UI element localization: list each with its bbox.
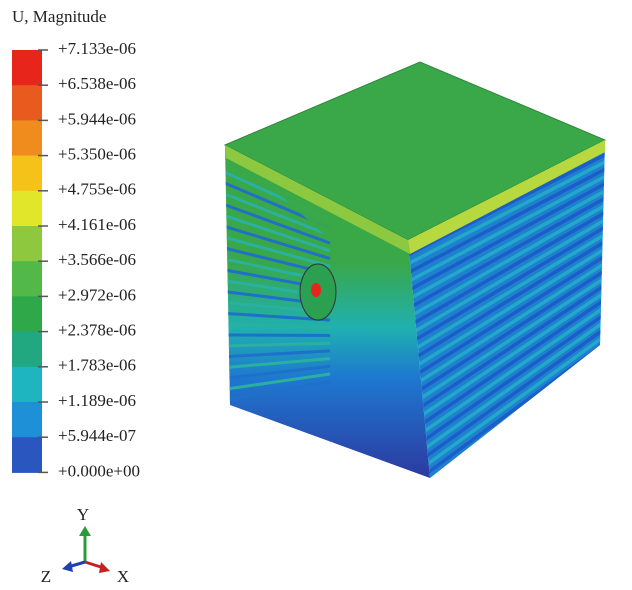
legend-swatch — [12, 332, 42, 368]
legend-swatch — [12, 191, 42, 227]
legend-swatch — [12, 296, 42, 332]
legend-label: +7.133e-06 — [58, 39, 136, 58]
triad-z-label: Z — [41, 567, 51, 586]
legend-bar — [12, 50, 42, 473]
legend-label: +2.972e-06 — [58, 285, 136, 304]
legend-labels: +7.133e-06 +6.538e-06 +5.944e-06 +5.350e-06… — [38, 39, 140, 480]
triad-z-arrow — [62, 561, 73, 572]
legend-swatch — [12, 367, 42, 403]
legend-swatch — [12, 120, 42, 156]
legend-label: +4.161e-06 — [58, 215, 136, 234]
legend-swatch — [12, 261, 42, 297]
legend-swatch — [12, 402, 42, 438]
legend-label: +4.755e-06 — [58, 180, 136, 199]
legend-label: +6.538e-06 — [58, 74, 136, 93]
legend-label: +5.350e-06 — [58, 145, 136, 164]
legend-title: U, Magnitude — [12, 7, 106, 26]
legend-swatch — [12, 85, 42, 121]
legend-swatch — [12, 156, 42, 192]
legend-label: +5.944e-07 — [58, 426, 137, 445]
legend-label: +1.189e-06 — [58, 391, 136, 410]
stripe — [220, 335, 330, 336]
viewport: U, Magnitude +7.133e-06 +6.538e-06 +5.944e… — [0, 0, 632, 590]
triad-y-label: Y — [77, 505, 89, 524]
triad-x-arrow — [99, 562, 110, 573]
triad-y-arrow — [79, 526, 91, 536]
legend-swatch — [12, 226, 42, 262]
hotspot — [311, 283, 321, 297]
legend-swatch — [12, 50, 42, 86]
legend-swatch — [12, 437, 42, 473]
legend-label: +0.000e+00 — [58, 461, 140, 480]
legend-label: +5.944e-06 — [58, 109, 136, 128]
legend-label: +3.566e-06 — [58, 250, 136, 269]
triad-x-label: X — [117, 567, 129, 586]
contour-plot: U, Magnitude +7.133e-06 +6.538e-06 +5.944e… — [0, 0, 632, 590]
legend-label: +2.378e-06 — [58, 321, 136, 340]
legend-label: +1.783e-06 — [58, 356, 136, 375]
